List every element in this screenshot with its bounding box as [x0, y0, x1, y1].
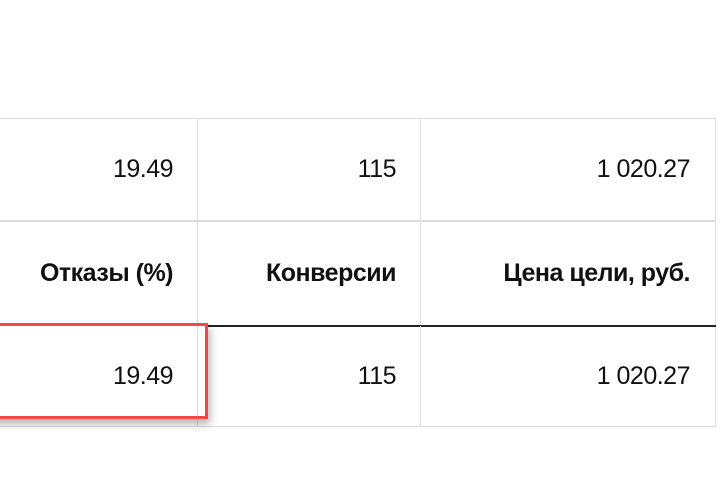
- cell-bounce-rate: 19.49: [112, 362, 174, 390]
- cell-conversions: 115: [197, 326, 420, 427]
- highlight-box: [0, 323, 208, 419]
- table-row: 19.49 115 1 020.27: [0, 326, 716, 427]
- header-divider: [208, 325, 716, 327]
- header-conversions[interactable]: Конверсии: [197, 221, 420, 326]
- table-header-row: Отказы (%) Конверсии Цена цели, руб.: [0, 221, 716, 326]
- header-bounce-rate[interactable]: Отказы (%): [39, 259, 174, 287]
- cell-bounce-rate: 19.49: [112, 155, 174, 183]
- cell-goal-cost: 1 020.27: [420, 119, 714, 220]
- cell-goal-cost: 1 020.27: [420, 326, 714, 427]
- table-row-totals: 19.49 115 1 020.27: [0, 119, 716, 222]
- cell-conversions: 115: [197, 119, 420, 220]
- header-goal-cost[interactable]: Цена цели, руб.: [420, 221, 714, 326]
- metrics-table: 19.49 115 1 020.27 Отказы (%) Конверсии …: [0, 118, 716, 427]
